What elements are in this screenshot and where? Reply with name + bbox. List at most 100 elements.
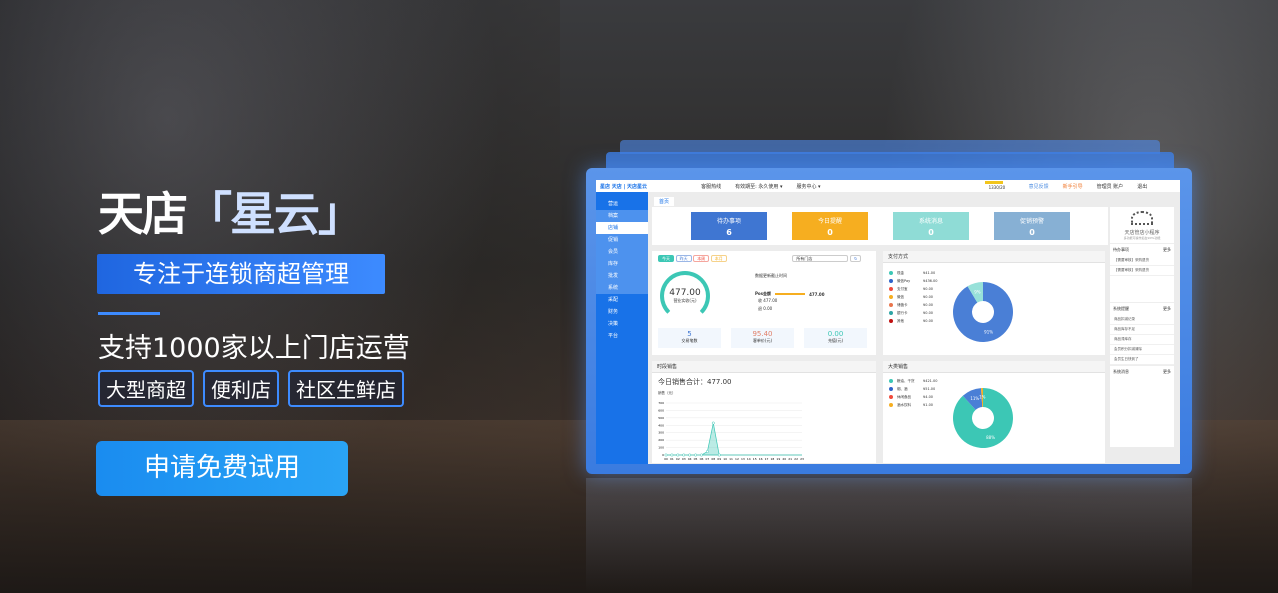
sidebar-item[interactable]: 档案: [596, 210, 648, 222]
legend-amount: ¥0.00: [923, 287, 934, 291]
more-link[interactable]: 更多: [1163, 369, 1171, 374]
sidebar-item[interactable]: 会员: [596, 246, 648, 258]
today-button[interactable]: 今天: [658, 255, 674, 262]
more-link[interactable]: 更多: [1163, 306, 1171, 311]
user-menu[interactable]: 管理员 账户: [1096, 183, 1124, 190]
sidebar-item[interactable]: 系统: [596, 282, 648, 294]
legend-name: 支付宝: [897, 286, 908, 291]
kpi-card[interactable]: 促销预警 0: [994, 212, 1070, 240]
kpi-label: 促销预警: [1019, 218, 1044, 225]
panel-title: 大类销售: [883, 361, 1105, 373]
legend-amount: ¥421.00: [923, 379, 938, 383]
x-tick: 10: [723, 457, 727, 461]
category-donut: 88% 11% 1%: [953, 388, 1013, 448]
sidebar-group[interactable]: 决策: [608, 321, 619, 327]
x-tick: 14: [747, 457, 751, 461]
list-item[interactable]: 【需要审核】采购退货: [1110, 266, 1174, 276]
store-select[interactable]: 所有门店: [792, 255, 849, 262]
sidebar-item[interactable]: 店铺: [596, 222, 648, 234]
kpi-card[interactable]: 今日提醒 0: [792, 212, 868, 240]
service-center[interactable]: 服务中心 ▾: [796, 183, 821, 190]
guide-link[interactable]: 新手引导: [1062, 183, 1083, 190]
out-label: 退: [758, 306, 762, 311]
x-tick: 13: [741, 457, 745, 461]
x-tick: 08: [711, 457, 715, 461]
yesterday-button[interactable]: 昨天: [675, 255, 692, 262]
legend-amount: ¥51.00: [923, 387, 936, 391]
list-item[interactable]: 【需要审核】采购退货: [1110, 256, 1174, 266]
list-item[interactable]: 会员积分扣减清除: [1110, 345, 1174, 355]
more-link[interactable]: 更多: [1163, 247, 1171, 252]
tag: 便利店: [203, 370, 279, 407]
y-axis-label: 销售（元）: [658, 391, 676, 395]
logo: 星店 天店 | 天店星云: [600, 183, 648, 190]
todo-header: 待办事项 更多: [1110, 243, 1174, 256]
x-tick: 09: [717, 457, 721, 461]
sidebar-group[interactable]: 财务: [608, 309, 619, 315]
kpi-card[interactable]: 待办事项 6: [691, 212, 767, 240]
legend-amount: ¥4.00: [923, 395, 934, 399]
revenue-gauge: 477.00 营业实收(元): [660, 271, 710, 321]
sidebar-group[interactable]: 采配: [608, 297, 619, 303]
gauge-value: 477.00: [669, 288, 701, 298]
legend-name: 储值卡: [897, 302, 908, 307]
legend-amount: ¥436.00: [923, 279, 938, 283]
feedback-link[interactable]: 意见反馈: [1028, 183, 1049, 190]
logout-button[interactable]: 退出: [1137, 183, 1148, 190]
week-button[interactable]: 本周: [693, 255, 710, 262]
tab-home[interactable]: 首页: [654, 197, 675, 206]
x-tick: 20: [782, 457, 786, 461]
sales-total: 今日销售合计：477.00: [658, 378, 732, 386]
list-item[interactable]: 会员生日快到了: [1110, 355, 1174, 365]
x-tick: 19: [776, 457, 780, 461]
legend-dot: [889, 395, 893, 399]
x-tick: 17: [765, 457, 769, 461]
hotline[interactable]: 客服热线: [701, 183, 722, 190]
mini-title: 天店管店小程序: [1124, 230, 1160, 236]
legend-item: 微信 ¥0.00: [889, 293, 937, 301]
refresh-icon[interactable]: ↻: [849, 255, 862, 262]
list-item[interactable]: 商品库存不足: [1110, 325, 1174, 335]
title-brand: 「星云」: [186, 187, 364, 241]
sales-area: [666, 422, 802, 456]
legend-item: 储值卡 ¥0.00: [889, 301, 937, 309]
validity[interactable]: 有效期至: 永久使用 ▾: [735, 183, 783, 190]
kpi-card[interactable]: 系统消息 0: [893, 212, 969, 240]
sidebar-item[interactable]: 批发: [596, 270, 648, 282]
tag: 社区生鲜店: [288, 370, 404, 407]
mini-sub: 多功能可操作后台90%功能: [1123, 236, 1161, 240]
legend-dot: [889, 271, 893, 275]
x-tick: 02: [676, 457, 680, 461]
legend-dot: [889, 319, 893, 323]
sidebar-group[interactable]: 平台: [608, 333, 619, 339]
message-header: 系统消息 更多: [1110, 365, 1174, 378]
period-buttons: 今天 昨天 本周 本月 所有门店 ↻: [652, 251, 876, 266]
legend-name: 烟、酒: [897, 386, 908, 391]
hourly-panel: 时段销售 今日销售合计：477.00 销售（元） 0 100 200 300 400 50…: [652, 361, 876, 463]
sidebar-item[interactable]: 促销: [596, 234, 648, 246]
sidebar-group[interactable]: 营运: [608, 201, 619, 207]
y-tick: 700: [658, 401, 664, 405]
y-tick: 600: [658, 408, 664, 412]
sidebar-item[interactable]: 库存: [596, 258, 648, 270]
right-panel: 天店管店小程序 多功能可操作后台90%功能 待办事项 更多 【需要审核】采购退货【…: [1110, 207, 1174, 447]
reflection: [586, 478, 1192, 593]
in-value: 477.00: [763, 298, 778, 303]
y-tick: 500: [658, 416, 664, 420]
divider: [98, 312, 160, 315]
x-tick: 00: [664, 457, 668, 461]
x-tick: 12: [735, 457, 739, 461]
legend-dot: [889, 311, 893, 315]
gauge-label: 营业实收(元): [673, 298, 697, 303]
legend-dot: [889, 295, 893, 299]
legend-item: 微信Pay ¥436.00: [889, 277, 937, 285]
list-item[interactable]: 商品滞库存: [1110, 335, 1174, 345]
y-tick: 400: [658, 423, 664, 427]
hero-title: 天店「星云」: [98, 178, 364, 244]
x-tick: 04: [688, 457, 692, 461]
month-button[interactable]: 本月: [710, 255, 727, 262]
free-trial-button[interactable]: 申请免费试用: [96, 441, 348, 496]
list-item[interactable]: 商品扣减记录: [1110, 315, 1174, 325]
kpi-value: 0: [1029, 228, 1035, 237]
pos-row: Pos金额 477.00: [755, 291, 825, 297]
